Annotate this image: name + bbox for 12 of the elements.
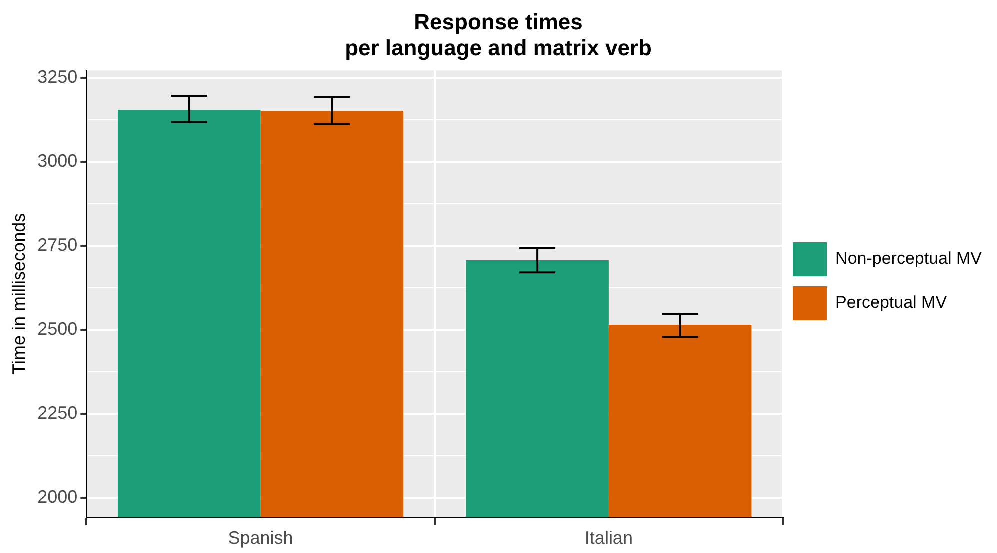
x-tick-label: Italian xyxy=(584,528,633,548)
y-tick-label: 2000 xyxy=(38,487,78,508)
chart-title: Response times per language and matrix verb xyxy=(345,9,652,61)
legend-label: Non-perceptual MV xyxy=(836,249,983,268)
legend-label: Perceptual MV xyxy=(836,293,948,312)
y-tick-label: 3000 xyxy=(38,150,78,171)
x-tick-label: Spanish xyxy=(228,528,294,548)
y-axis-title: Time in milliseconds xyxy=(8,213,29,375)
y-tick-label: 3250 xyxy=(38,66,78,87)
y-tick-label: 2750 xyxy=(38,234,78,255)
y-tick-label: 2250 xyxy=(38,403,78,424)
y-tick-label: 2500 xyxy=(38,319,78,340)
